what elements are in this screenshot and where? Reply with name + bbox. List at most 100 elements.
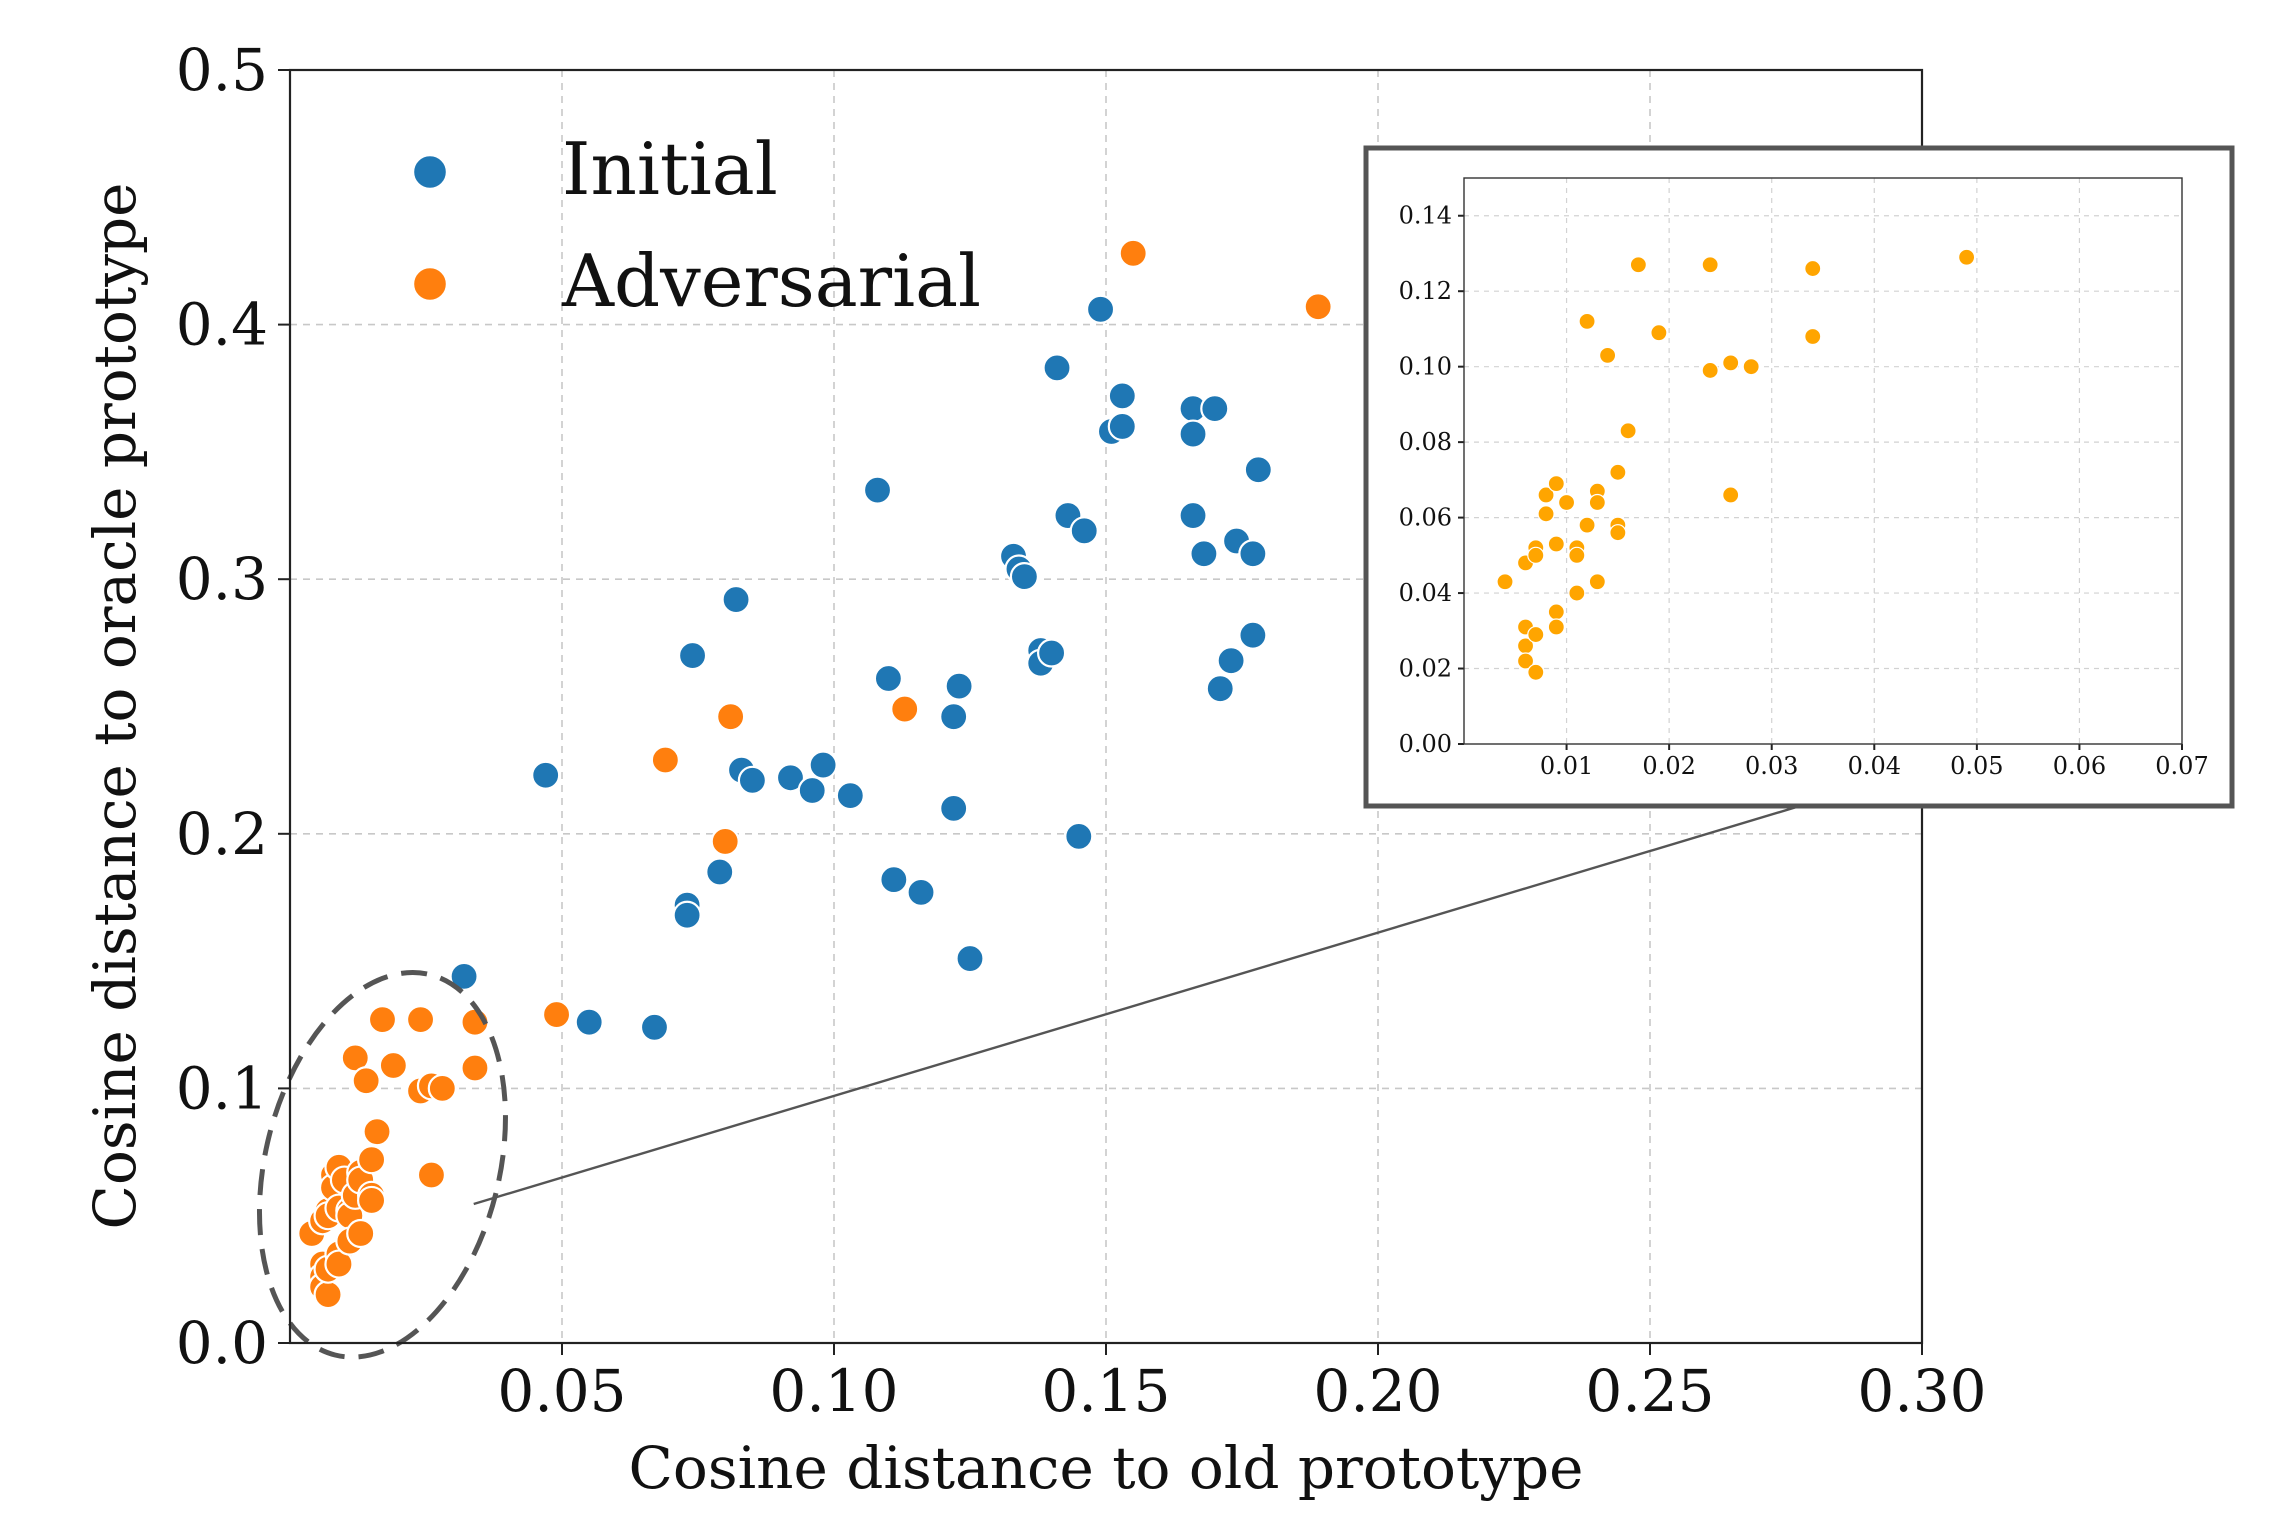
initial-point [737,765,768,795]
initial-point [677,640,708,671]
inset-y-tick-label: 0.08 [1399,428,1452,456]
x-tick-label: 0.10 [769,1357,898,1425]
adversarial-point [541,999,572,1030]
inset-point [1957,248,1976,266]
inset-point [1804,259,1822,278]
inset-point [1588,573,1606,591]
inset-point [1547,603,1565,621]
x-tick-label: 0.15 [1041,1357,1170,1425]
inset-y-tick-label: 0.00 [1399,730,1452,758]
inset-x-tick-label: 0.05 [1950,752,2003,780]
adversarial-point [313,1280,343,1310]
inset-point [1547,535,1565,553]
initial-point [808,750,838,780]
initial-point [939,702,969,732]
inset-point [1609,463,1627,481]
inset-point [1527,663,1545,681]
initial-point [531,760,561,790]
legend-label-initial: Initial [562,127,778,211]
initial-point [705,857,735,887]
initial-point [906,877,936,907]
inset-x-tick-label: 0.07 [2155,752,2208,780]
inset-border [1363,145,2235,809]
adversarial-point [716,702,746,732]
initial-point [1243,455,1273,485]
initial-point [1216,646,1246,676]
legend-marker-adversarial [411,265,449,303]
initial-point [672,900,702,930]
inset-point [1701,256,1719,274]
x-tick-label: 0.25 [1585,1357,1714,1425]
initial-point [862,475,893,505]
adversarial-point [378,1050,408,1081]
initial-point [1178,500,1208,531]
inset-y-tick-label: 0.04 [1399,579,1452,607]
x-tick-label: 0.20 [1313,1357,1442,1425]
adversarial-point [890,694,920,724]
initial-point [449,961,479,991]
adversarial-point [650,745,680,775]
adversarial-point [427,1073,457,1104]
zoom-ellipse-outline [256,969,508,1360]
adversarial-point [362,1117,392,1147]
y-tick-label: 0.5 [176,36,268,104]
main-axis-ticks: 0.05 0.10 0.15 0.20 0.25 0.30 0.0 0.1 0.2 0.3 0.4 0… [176,36,1987,1425]
zoom-connector [473,804,1801,1206]
legend-marker-initial [411,153,449,191]
main-points [297,238,1333,1310]
inset-x-tick-label: 0.06 [2053,752,2106,780]
inset-point [1722,486,1740,504]
inset-x-tick-label: 0.03 [1745,752,1798,780]
initial-point [1178,419,1208,449]
y-tick-label: 0.3 [176,545,268,613]
inset-point [1578,312,1596,330]
adversarial-point [357,1145,387,1175]
adversarial-point [357,1185,387,1216]
inset-y-tick-label: 0.06 [1399,504,1452,532]
inset-x-tick-label: 0.04 [1848,752,1901,780]
initial-point [835,781,865,811]
inset-point [1629,256,1647,274]
inset-y-tick-label: 0.12 [1399,277,1452,305]
inset-point [1568,546,1586,564]
x-tick-label: 0.05 [497,1357,626,1425]
y-tick-label: 0.2 [176,800,268,868]
adversarial-point [1303,292,1333,322]
initial-point [879,865,909,895]
initial-point [1205,674,1235,704]
adversarial-point [1118,238,1148,268]
y-tick-label: 0.4 [176,291,268,359]
initial-point [1064,821,1094,851]
initial-point [1036,638,1067,668]
initial-point [939,793,969,823]
inset-point [1547,618,1565,636]
initial-point [873,663,904,694]
inset-point [1701,361,1719,380]
inset-point [1742,358,1760,376]
adversarial-point [710,826,740,857]
inset-point [1527,625,1545,644]
legend: Initial Adversarial [411,127,981,323]
adversarial-point [416,1160,447,1190]
inset-point [1537,505,1555,523]
inset-point [1578,516,1596,534]
inset-y-tick-label: 0.10 [1399,353,1452,381]
initial-point [1085,294,1116,324]
x-tick-label: 0.30 [1857,1357,1986,1425]
initial-point [639,1012,670,1042]
inset-x-tick-label: 0.01 [1540,752,1593,780]
inset-point [1537,486,1555,504]
inset-point [1557,493,1576,512]
initial-point [1069,516,1099,546]
adversarial-point [367,1005,398,1035]
inset-point [1527,546,1545,564]
inset-plot-frame [1463,177,2183,745]
inset-point [1619,422,1637,440]
inset-point [1568,584,1586,602]
initial-point [1238,539,1268,569]
adversarial-point [405,1005,436,1035]
y-axis-label: Cosine distance to oracle prototype [81,183,149,1230]
initial-point [1189,539,1219,569]
inset-point [1496,573,1514,591]
